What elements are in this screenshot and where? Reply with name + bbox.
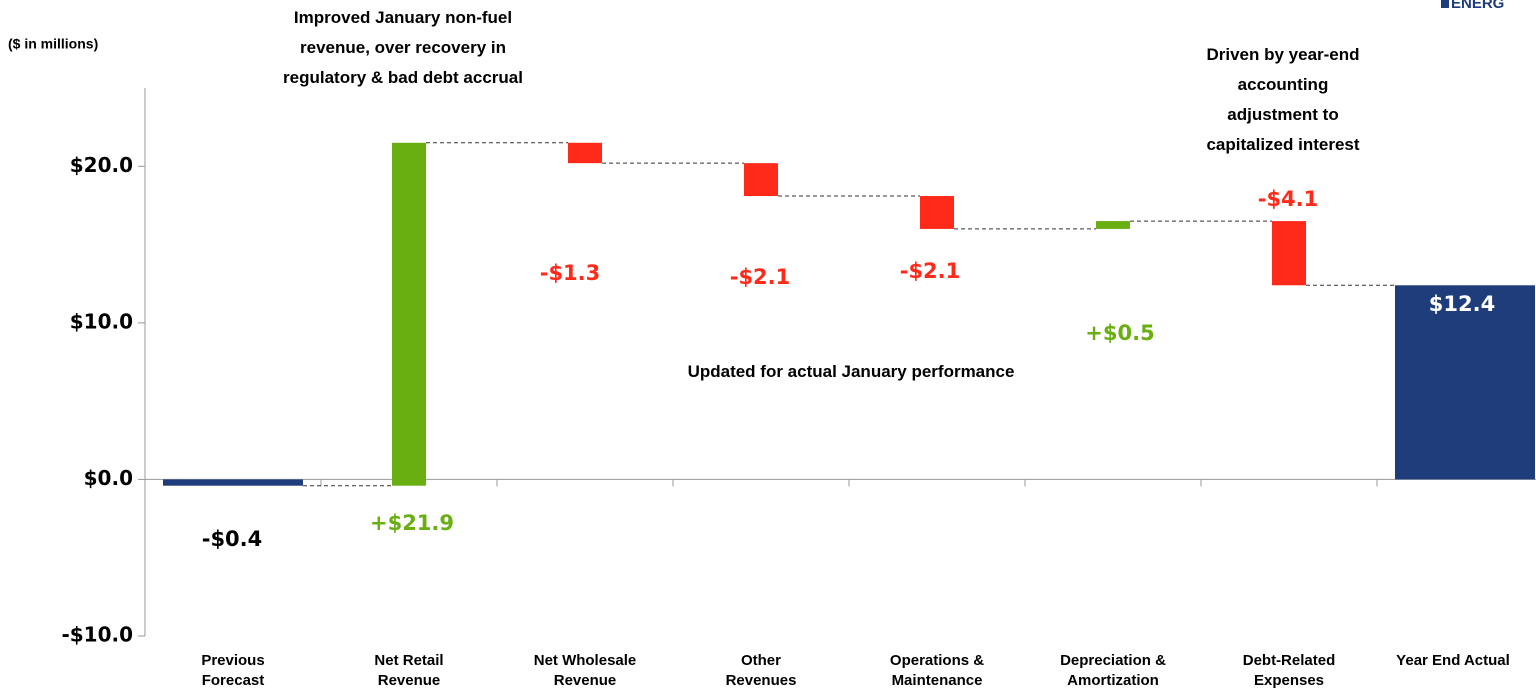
value-label: -$4.1 [1258, 187, 1319, 211]
x-tick-label: Net Retail Revenue [374, 652, 444, 689]
y-axis-label: ($ in millions) [8, 36, 98, 52]
bar [568, 142, 602, 164]
x-tick-label: Previous Forecast [201, 652, 265, 689]
x-tick-label: Other Revenues [725, 652, 797, 689]
value-label: $12.4 [1429, 292, 1495, 316]
value-label: +$0.5 [1085, 321, 1154, 345]
bar [1272, 221, 1306, 286]
annotation: Driven by year-end accounting adjustment… [1206, 45, 1360, 154]
value-label: +$21.9 [370, 511, 454, 535]
y-tick-label: -$10.0 [61, 623, 133, 647]
bar [920, 196, 954, 229]
value-label: -$0.4 [202, 527, 263, 551]
annotation: Updated for actual January performance [687, 362, 1015, 381]
bar [1395, 285, 1535, 480]
value-label: -$2.1 [730, 265, 791, 289]
logo: ENERG [1451, 0, 1504, 12]
x-tick-label: Operations & Maintenance [889, 652, 985, 689]
x-tick-label: Depreciation & Amortization [1060, 652, 1166, 689]
y-tick-label: $0.0 [84, 466, 133, 490]
x-tick-label: Debt-Related Expenses [1242, 652, 1336, 689]
x-tick-label: Net Wholesale Revenue [533, 652, 637, 689]
annotation: Improved January non-fuel revenue, over … [283, 8, 523, 87]
bar [392, 142, 426, 486]
value-label: -$1.3 [540, 261, 601, 285]
y-tick-label: $20.0 [70, 153, 133, 177]
x-tick-label: Year End Actual [1396, 652, 1510, 669]
bar [1096, 221, 1130, 229]
y-tick-label: $10.0 [70, 309, 133, 333]
bar [163, 479, 303, 486]
value-label: -$2.1 [900, 259, 961, 283]
bar [744, 163, 778, 197]
logo-mark [1441, 0, 1449, 8]
